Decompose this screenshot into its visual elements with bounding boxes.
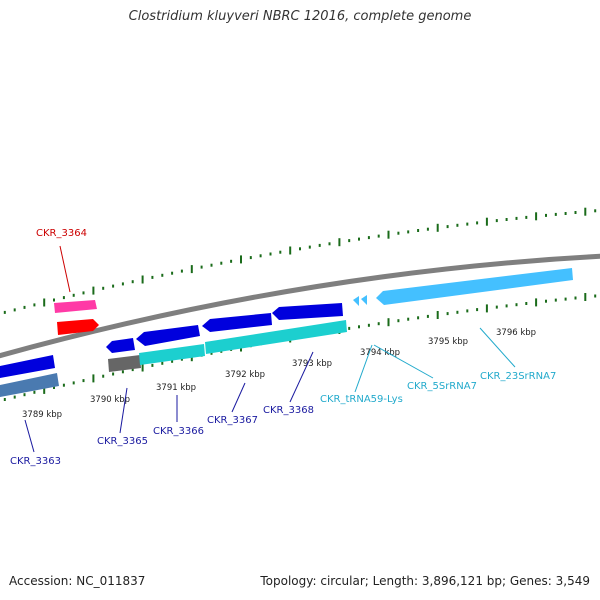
map-title: Clostridium kluyveri NBRC 12016, complet… [128, 9, 472, 24]
kbp-label-3789: 3789 kbp [22, 410, 62, 420]
gene-ckr-3368[interactable] [272, 303, 343, 320]
trna-arrow-1[interactable] [353, 296, 359, 306]
gene-cyan-block-1 [139, 344, 205, 365]
label-ckr-3365[interactable]: CKR_3365 [97, 436, 148, 447]
label-ckr-3367[interactable]: CKR_3367 [207, 415, 258, 426]
leader-ckr-3368 [289, 351, 314, 403]
gene-cyan-block-2 [205, 320, 347, 354]
leader-trna [354, 344, 373, 393]
gene-ckr-3364-minus[interactable] [57, 319, 99, 335]
leader-23s [479, 327, 516, 368]
leader-ckr-3364 [59, 245, 71, 293]
accession-text: Accession: NC_011837 [9, 574, 146, 588]
label-5s[interactable]: CKR_5SrRNA7 [407, 381, 477, 392]
label-23s[interactable]: CKR_23SrRNA7 [480, 371, 556, 382]
leader-ckr-3363 [24, 419, 35, 453]
genome-summary-text: Topology: circular; Length: 3,896,121 bp… [260, 574, 590, 588]
genome-backbone [0, 253, 600, 359]
label-trna[interactable]: CKR_tRNA59-Lys [320, 394, 403, 405]
gene-steel-block [0, 373, 59, 397]
gene-ckr-3366[interactable] [136, 325, 200, 346]
gene-ckr-3364-plus[interactable] [54, 300, 97, 313]
kbp-label-3795: 3795 kbp [428, 337, 468, 347]
trna-arrow-2[interactable] [361, 295, 367, 305]
gene-ckr-3363[interactable] [0, 355, 55, 378]
leader-ckr-3367 [231, 382, 246, 413]
label-ckr-3368[interactable]: CKR_3368 [263, 405, 314, 416]
kbp-label-3792: 3792 kbp [225, 370, 265, 380]
label-ckr-3366[interactable]: CKR_3366 [153, 426, 204, 437]
leader-5s [373, 344, 434, 379]
outer-tick-row [3, 207, 597, 314]
gene-ckr-3365[interactable] [106, 338, 135, 353]
kbp-label-3793: 3793 kbp [292, 359, 332, 369]
rrna-23s-bar[interactable] [376, 268, 573, 305]
kbp-label-3790: 3790 kbp [90, 395, 130, 405]
label-ckr-3363[interactable]: CKR_3363 [10, 456, 61, 467]
leader-ckr-3365 [119, 387, 128, 434]
gene-gray-block [108, 355, 141, 372]
kbp-label-3791: 3791 kbp [156, 383, 196, 393]
kbp-label-3796: 3796 kbp [496, 328, 536, 338]
gene-ckr-3367[interactable] [202, 313, 272, 332]
label-ckr-3364[interactable]: CKR_3364 [36, 228, 87, 239]
kbp-label-3794: 3794 kbp [360, 348, 400, 358]
